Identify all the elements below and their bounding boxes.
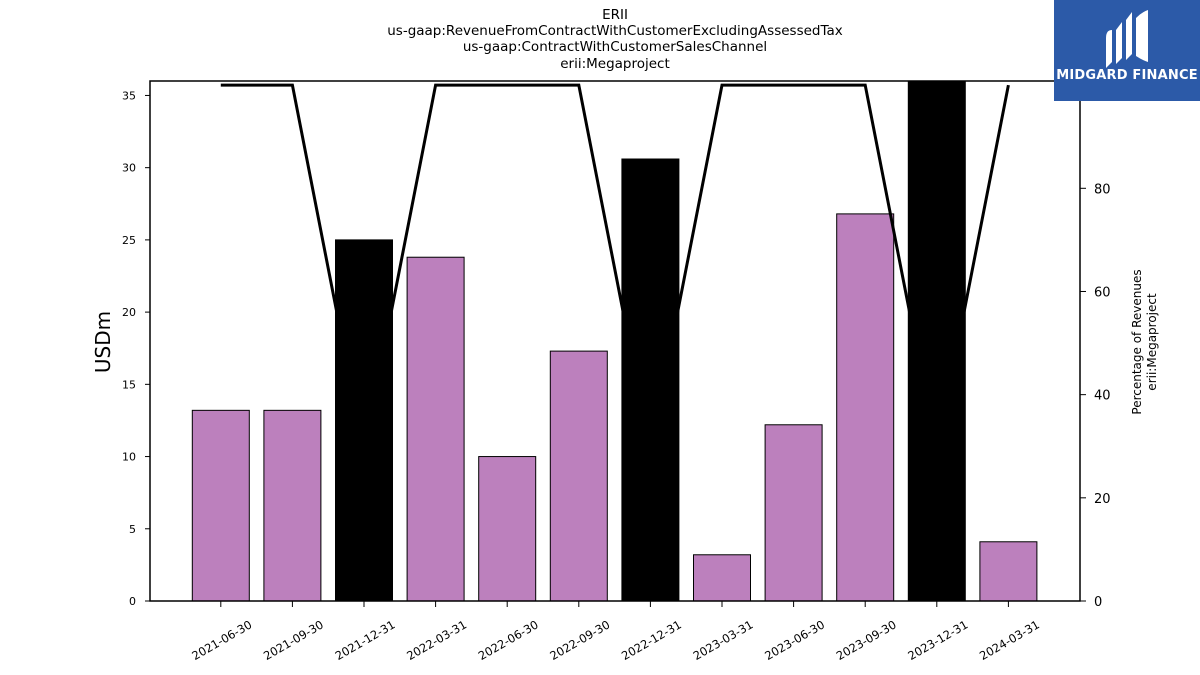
chart-title-line-3: us-gaap:ContractWithCustomerSalesChannel — [462, 39, 768, 55]
plot-frame — [149, 80, 1081, 602]
y-axis-ticks: 0 5 10 15 20 25 30 35 — [122, 89, 150, 608]
y2-tick-label: 60 — [1094, 285, 1111, 300]
midgard-logo-icon — [1106, 10, 1148, 68]
y-tick-label: 20 — [122, 306, 136, 319]
x-tick-label: 2023-09-30 — [834, 617, 899, 663]
bar-2022-06-30 — [478, 456, 537, 602]
y-tick-label: 30 — [122, 162, 136, 175]
bar-2023-12-31 — [907, 80, 966, 602]
logo-text: MIDGARD FINANCE — [1056, 68, 1198, 83]
bar-2023-06-30 — [764, 424, 823, 602]
x-tick-label: 2023-12-31 — [905, 617, 970, 663]
bar-2022-03-31 — [406, 256, 465, 602]
x-tick-label: 2021-12-31 — [333, 617, 398, 663]
bar-2023-09-30 — [836, 213, 895, 602]
x-tick-label: 2021-09-30 — [261, 617, 326, 663]
bar-2022-09-30 — [549, 350, 608, 602]
y2-tick-label: 20 — [1094, 492, 1111, 507]
x-tick-label: 2022-06-30 — [476, 617, 541, 663]
bar-2023-03-31 — [693, 554, 751, 602]
y-tick-label: 25 — [122, 234, 136, 247]
y2-tick-label: 0 — [1094, 595, 1102, 610]
y2-axis-label-line-1: Percentage of Revenues — [1130, 269, 1144, 414]
chart-title-line-1: ERII — [602, 7, 628, 23]
y-tick-label: 5 — [129, 523, 136, 536]
bar-2021-06-30 — [191, 409, 250, 602]
x-tick-label: 2023-06-30 — [762, 617, 827, 663]
x-tick-label: 2024-03-31 — [977, 617, 1042, 663]
x-tick-label: 2022-03-31 — [404, 617, 469, 663]
chart-title-line-4: erii:Megaproject — [560, 56, 670, 72]
midgard-finance-logo: MIDGARD FINANCE — [1054, 0, 1200, 101]
y2-tick-label: 40 — [1094, 389, 1111, 404]
bar-2021-09-30 — [263, 409, 322, 602]
bar-2021-12-31 — [335, 239, 393, 602]
y-tick-label: 10 — [122, 451, 136, 464]
y-tick-label: 35 — [122, 89, 136, 102]
y2-tick-label: 80 — [1094, 182, 1111, 197]
y-tick-label: 0 — [129, 595, 136, 608]
x-tick-label: 2022-09-30 — [547, 617, 612, 663]
line-series — [220, 83, 1010, 452]
y-axis-label: USDm — [91, 311, 115, 373]
percentage-line — [220, 83, 1010, 452]
bar-series — [191, 80, 1038, 602]
bar-2024-03-31 — [979, 541, 1038, 602]
y2-axis-ticks: 020406080100 — [1080, 79, 1119, 610]
x-tick-label: 2022-12-31 — [619, 617, 684, 663]
chart-axes — [149, 80, 1081, 602]
x-tick-label: 2021-06-30 — [189, 617, 254, 663]
bar-2022-12-31 — [621, 158, 680, 602]
x-axis-ticks: 2021-06-30 2021-09-30 2021-12-31 2022-03-31… — [189, 601, 1042, 663]
x-tick-label: 2023-03-31 — [691, 617, 756, 663]
y-tick-label: 15 — [122, 378, 136, 391]
y2-axis-label-line-2: erii:Megaproject — [1145, 293, 1159, 391]
chart-title-line-2: us-gaap:RevenueFromContractWithCustomerE… — [387, 23, 843, 39]
